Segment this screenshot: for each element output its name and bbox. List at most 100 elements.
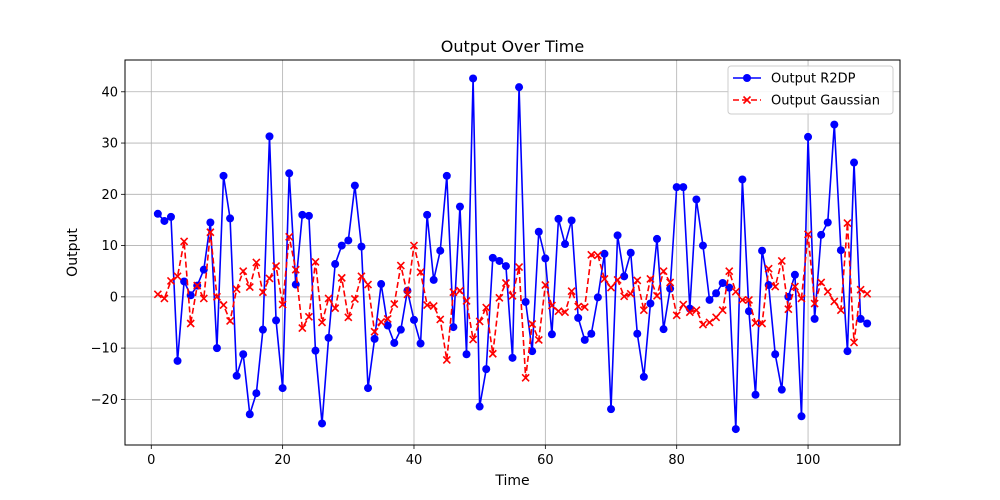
data-point: [291, 265, 300, 274]
x-marker-stroke: [646, 274, 655, 283]
data-point: [744, 307, 753, 316]
data-point: [436, 246, 445, 255]
x-marker-stroke: [784, 305, 793, 314]
x-marker-stroke: [357, 272, 366, 281]
legend-items: Output R2DP Output Gaussian: [733, 72, 880, 109]
y-tick-label: 0: [110, 290, 118, 305]
data-point: [843, 218, 852, 228]
data-point: [377, 280, 386, 289]
x-marker-stroke: [252, 258, 261, 267]
data-point: [705, 295, 714, 304]
x-tick-label: 80: [668, 453, 685, 468]
data-point: [265, 274, 274, 283]
data-point: [652, 291, 662, 300]
data-point: [849, 338, 859, 347]
legend-label: Output R2DP: [771, 72, 856, 87]
x-marker-stroke: [758, 319, 767, 328]
data-point: [718, 279, 727, 288]
data-point: [166, 212, 175, 221]
data-point: [830, 297, 839, 306]
x-marker-stroke: [764, 264, 773, 273]
data-point: [771, 282, 780, 291]
data-point: [659, 267, 668, 276]
data-point: [515, 263, 524, 272]
x-marker-stroke: [659, 267, 668, 276]
data-point: [383, 314, 392, 323]
x-marker-stroke: [186, 319, 195, 328]
x-marker-stroke: [698, 320, 708, 329]
data-point: [337, 273, 346, 282]
x-marker-stroke: [482, 303, 491, 312]
x-marker-stroke: [383, 314, 392, 323]
x-tick-label: 0: [147, 453, 155, 468]
x-marker-stroke: [153, 290, 162, 299]
data-point: [751, 390, 760, 399]
x-marker-stroke: [324, 294, 333, 303]
data-point: [561, 240, 570, 249]
data-point: [547, 301, 556, 310]
data-point: [258, 288, 267, 297]
data-point: [560, 308, 570, 317]
legend-item: Output Gaussian: [733, 94, 880, 109]
data-point: [738, 295, 747, 304]
x-marker-stroke: [232, 285, 241, 294]
data-point: [777, 256, 786, 266]
data-point: [383, 321, 392, 330]
data-point: [587, 329, 596, 338]
x-marker-stroke: [587, 250, 596, 259]
data-point: [797, 412, 806, 421]
data-point: [206, 228, 215, 237]
data-point: [423, 210, 432, 219]
data-point: [718, 306, 727, 315]
data-point: [442, 171, 451, 180]
data-point: [271, 262, 281, 271]
x-marker-stroke: [469, 335, 478, 344]
data-point: [508, 353, 517, 362]
data-point: [304, 312, 313, 321]
data-point: [199, 294, 208, 303]
data-point: [409, 315, 418, 324]
x-marker-stroke: [377, 317, 386, 327]
legend-box: [727, 65, 894, 115]
data-point: [455, 202, 464, 211]
x-marker-stroke: [554, 307, 563, 316]
x-marker-stroke: [193, 281, 202, 290]
data-point: [698, 241, 707, 250]
x-marker-stroke: [403, 290, 412, 299]
x-marker-stroke: [751, 318, 760, 328]
chart-title: Output Over Time: [441, 37, 584, 56]
data-point: [153, 290, 162, 299]
data-point: [613, 275, 622, 284]
data-point: [153, 209, 162, 218]
x-marker-stroke: [521, 373, 530, 382]
data-point: [317, 318, 327, 327]
data-point: [856, 314, 865, 323]
x-marker-stroke: [199, 294, 208, 303]
data-point: [606, 283, 616, 292]
data-point: [567, 287, 576, 296]
x-marker-stroke: [515, 263, 524, 272]
data-point: [239, 350, 248, 359]
y-axis-label: Output: [65, 228, 81, 277]
x-marker-stroke: [606, 283, 616, 292]
data-point: [810, 299, 819, 308]
data-point: [258, 325, 267, 334]
data-point: [712, 289, 721, 298]
data-point: [416, 339, 425, 348]
x-marker-stroke: [436, 315, 445, 324]
data-point: [239, 267, 248, 276]
data-point: [212, 344, 221, 353]
x-marker-stroke: [744, 295, 754, 304]
x-marker-stroke: [718, 306, 727, 315]
data-point: [528, 319, 537, 329]
data-point: [449, 288, 458, 297]
data-point: [291, 280, 300, 289]
data-point: [166, 276, 176, 286]
data-point: [409, 241, 419, 250]
data-point: [475, 402, 484, 411]
x-marker-stroke: [390, 299, 399, 309]
data-point: [790, 270, 799, 279]
data-point: [180, 277, 189, 286]
data-point: [219, 300, 228, 310]
data-point: [692, 306, 701, 315]
